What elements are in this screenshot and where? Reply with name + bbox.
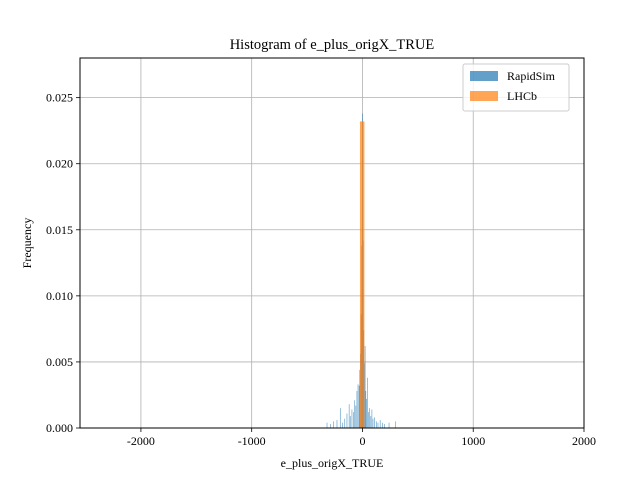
y-tick-label: 0.005 xyxy=(46,355,73,369)
histogram-bar-rapidsim xyxy=(330,424,331,428)
histogram-bar-rapidsim xyxy=(359,369,361,428)
histogram-bar-rapidsim xyxy=(336,420,338,428)
histogram-bar-rapidsim xyxy=(371,409,373,428)
plot-area-frame xyxy=(79,57,585,429)
legend-label-rapidsim: RapidSim xyxy=(507,69,556,83)
histogram-bar-rapidsim xyxy=(366,398,368,428)
histogram-bar-rapidsim xyxy=(379,420,381,428)
histogram-bar-rapidsim xyxy=(355,405,357,428)
histogram-bar-rapidsim xyxy=(356,391,358,428)
chart-title: Histogram of e_plus_origX_TRUE xyxy=(230,37,435,53)
x-tick-label: -1000 xyxy=(238,434,266,448)
histogram-bar-rapidsim xyxy=(364,363,365,428)
histogram-bar-rapidsim xyxy=(358,385,360,428)
x-tick-label: 0 xyxy=(359,434,365,448)
histogram-bar-rapidsim xyxy=(354,400,356,428)
histogram-bar-rapidsim xyxy=(368,412,369,428)
histogram-bar-rapidsim xyxy=(357,384,359,428)
histogram-bar-rapidsim xyxy=(351,409,353,428)
histogram-bar-rapidsim xyxy=(367,377,368,428)
y-tick-label: 0.000 xyxy=(46,421,73,435)
histogram-bar-rapidsim xyxy=(349,416,351,428)
x-tick-label: -2000 xyxy=(127,434,155,448)
histogram-bar-lhcb xyxy=(359,121,365,428)
legend-label-lhcb: LHCb xyxy=(507,89,537,103)
x-tick-label: 2000 xyxy=(572,434,596,448)
legend-swatch-rapidsim xyxy=(470,71,498,81)
y-tick-label: 0.020 xyxy=(46,157,73,171)
axis-ticks: -2000 -1000 0 1000 2000 0.000 0.005 0.010 0.015 0… xyxy=(46,91,596,448)
histogram-bar-rapidsim xyxy=(342,422,343,428)
legend: RapidSim LHCb xyxy=(462,63,570,112)
histogram-bar-rapidsim xyxy=(395,421,397,428)
histogram-bar-rapidsim xyxy=(382,422,383,428)
x-tick-label: 1000 xyxy=(461,434,485,448)
histogram-bar-rapidsim xyxy=(388,422,390,428)
histogram-bar-rapidsim xyxy=(344,418,346,428)
y-axis-label: Frequency xyxy=(20,218,34,269)
y-tick-label: 0.015 xyxy=(46,223,73,237)
histogram-bar-rapidsim xyxy=(372,418,374,428)
histogram-bar-rapidsim xyxy=(370,416,372,428)
histogram-bar-rapidsim xyxy=(369,408,370,428)
histogram-bar-rapidsim xyxy=(375,421,377,428)
histogram-bar-rapidsim xyxy=(364,346,366,428)
histogram-bar-rapidsim xyxy=(353,412,354,428)
histogram-bars xyxy=(326,113,397,428)
y-tick-label: 0.010 xyxy=(46,289,73,303)
histogram-bar-rapidsim xyxy=(339,408,341,428)
histogram-bar-rapidsim xyxy=(377,422,379,428)
histogram-bar-rapidsim xyxy=(384,424,385,428)
histogram-bar-rapidsim xyxy=(374,417,375,428)
histogram-bar-rapidsim xyxy=(333,421,334,428)
histogram-bar-rapidsim xyxy=(346,413,348,428)
y-tick-label: 0.025 xyxy=(46,91,73,105)
legend-swatch-lhcb xyxy=(470,91,498,101)
histogram-bar-rapidsim xyxy=(326,422,328,428)
histogram-bar-rapidsim xyxy=(365,391,367,428)
x-axis-label: e_plus_origX_TRUE xyxy=(281,456,384,470)
histogram-bar-rapidsim xyxy=(348,404,350,428)
